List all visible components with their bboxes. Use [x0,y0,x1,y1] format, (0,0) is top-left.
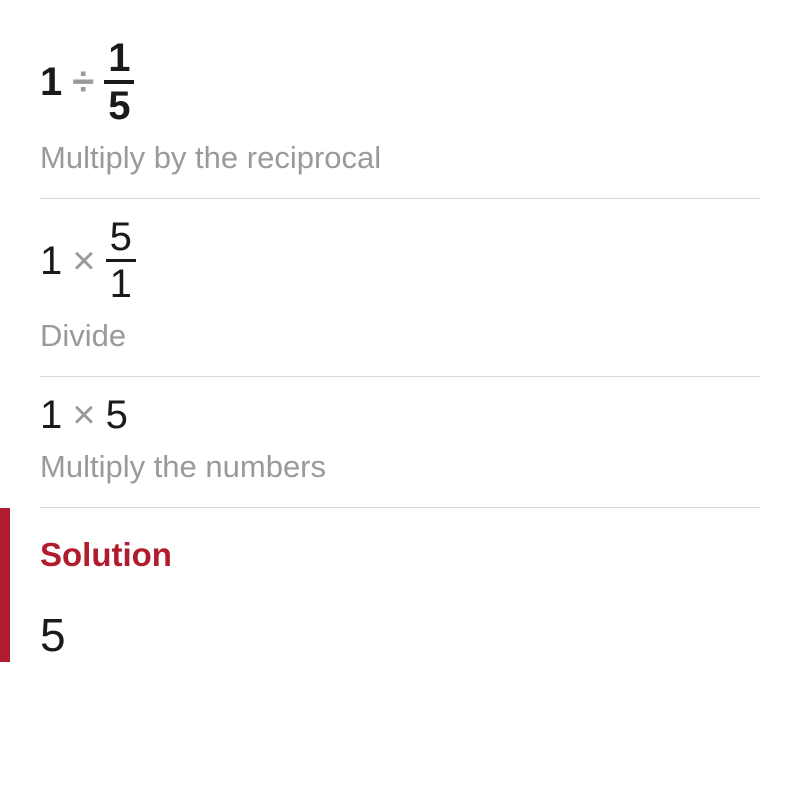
expression: 1 × 5 [40,395,760,435]
lhs-value: 1 [40,241,62,281]
rhs-value: 5 [106,395,128,435]
operator: × [72,395,95,435]
expression: 1 ÷ 1 5 [40,38,760,126]
expression: 1 × 5 1 [40,217,760,304]
step: 1 × 5 Multiply the numbers [40,377,760,508]
lhs-value: 1 [40,62,62,102]
fraction: 5 1 [106,217,136,304]
denominator: 5 [104,86,134,126]
step: 1 × 5 1 Divide [40,199,760,377]
lhs-value: 1 [40,395,62,435]
operator: × [72,241,95,281]
step: 1 ÷ 1 5 Multiply by the reciprocal [40,20,760,199]
numerator: 1 [104,38,134,78]
solution-value: 5 [40,608,760,662]
fraction: 1 5 [104,38,134,126]
step-description: Multiply the numbers [40,449,760,485]
operator: ÷ [72,62,94,102]
denominator: 1 [106,264,136,304]
step-description: Divide [40,318,760,354]
step-description: Multiply by the reciprocal [40,140,760,176]
solution-label: Solution [40,536,760,574]
numerator: 5 [106,217,136,257]
steps-container: 1 ÷ 1 5 Multiply by the reciprocal 1 × 5… [0,0,800,662]
solution-block: Solution 5 [0,508,760,662]
